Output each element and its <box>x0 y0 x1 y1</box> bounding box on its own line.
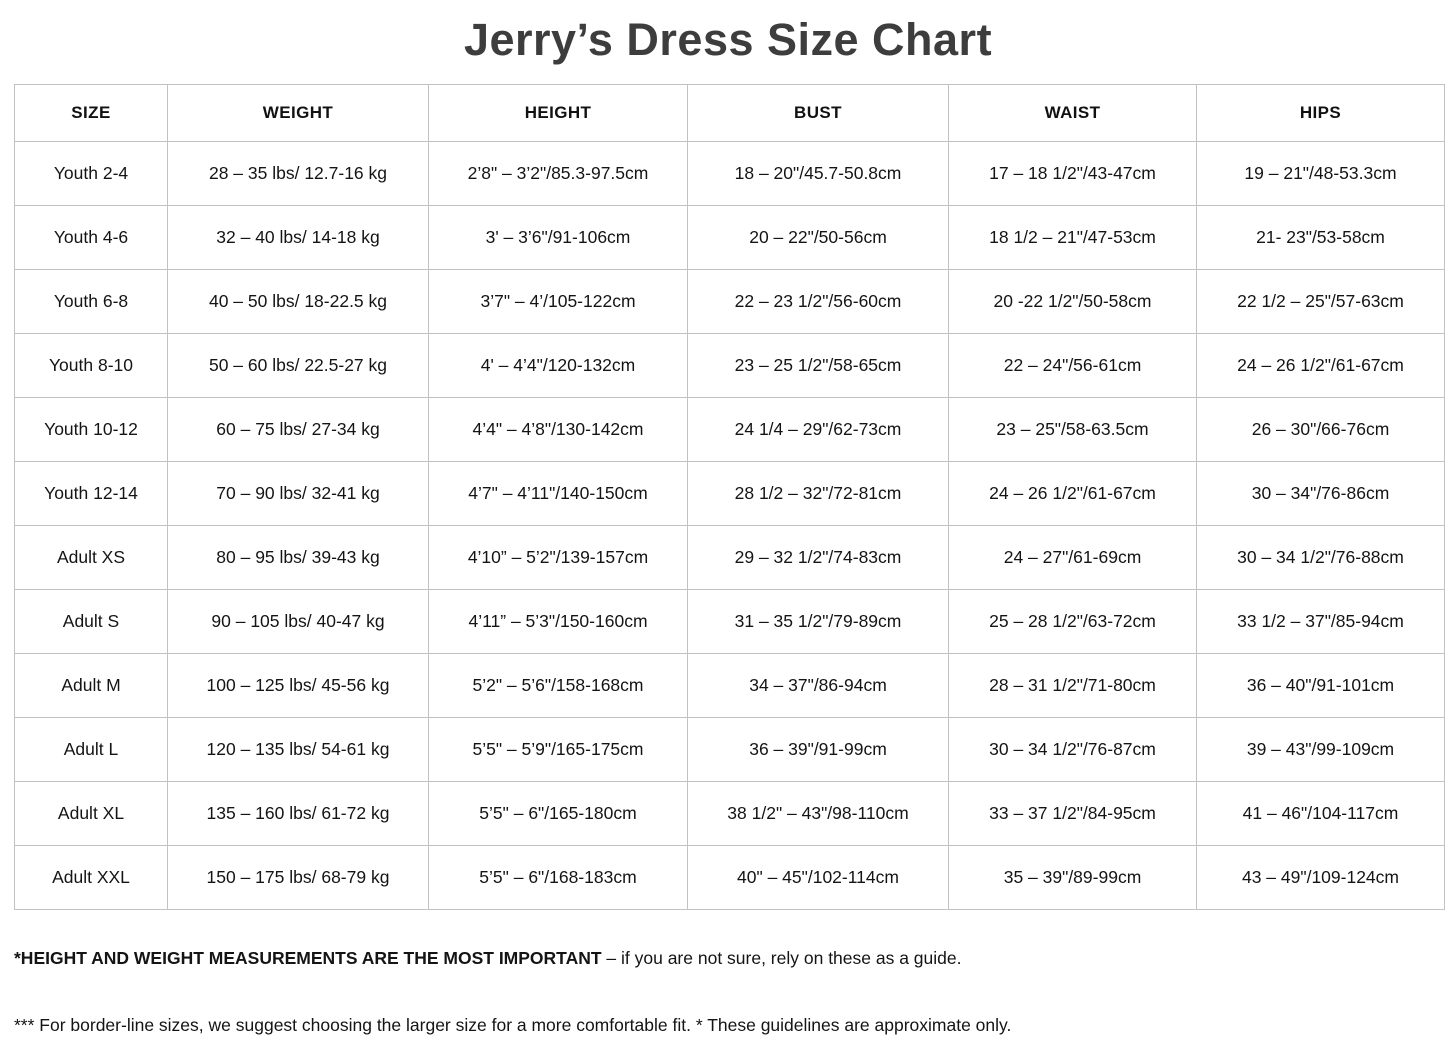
bust-cell: 36 – 39"/91-99cm <box>687 717 949 782</box>
weight-cell: 32 – 40 lbs/ 14-18 kg <box>167 205 429 270</box>
height-cell: 3’7" – 4’/105-122cm <box>428 269 688 334</box>
column-header-weight: WEIGHT <box>167 84 429 142</box>
bust-cell: 20 – 22"/50-56cm <box>687 205 949 270</box>
table-header-row: SIZE WEIGHT HEIGHT BUST WAIST HIPS <box>14 84 1445 142</box>
weight-cell: 100 – 125 lbs/ 45-56 kg <box>167 653 429 718</box>
table-row: Adult L 120 – 135 lbs/ 54-61 kg 5’5" – 5… <box>14 717 1445 782</box>
size-cell: Adult XXL <box>14 845 168 910</box>
height-cell: 5’5" – 6"/165-180cm <box>428 781 688 846</box>
column-header-waist: WAIST <box>948 84 1197 142</box>
hips-cell: 22 1/2 – 25"/57-63cm <box>1196 269 1445 334</box>
height-cell: 4’7" – 4’11"/140-150cm <box>428 461 688 526</box>
size-chart-table: SIZE WEIGHT HEIGHT BUST WAIST HIPS Youth… <box>14 84 1445 910</box>
table-row: Adult XL 135 – 160 lbs/ 61-72 kg 5’5" – … <box>14 781 1445 846</box>
waist-cell: 18 1/2 – 21"/47-53cm <box>948 205 1197 270</box>
waist-cell: 24 – 27"/61-69cm <box>948 525 1197 590</box>
height-cell: 5’5" – 5’9"/165-175cm <box>428 717 688 782</box>
hips-cell: 26 – 30"/66-76cm <box>1196 397 1445 462</box>
hips-cell: 19 – 21"/48-53.3cm <box>1196 141 1445 206</box>
hips-cell: 36 – 40"/91-101cm <box>1196 653 1445 718</box>
column-header-height: HEIGHT <box>428 84 688 142</box>
weight-cell: 28 – 35 lbs/ 12.7-16 kg <box>167 141 429 206</box>
weight-cell: 80 – 95 lbs/ 39-43 kg <box>167 525 429 590</box>
column-header-bust: BUST <box>687 84 949 142</box>
hips-cell: 39 – 43"/99-109cm <box>1196 717 1445 782</box>
bust-cell: 29 – 32 1/2"/74-83cm <box>687 525 949 590</box>
hips-cell: 24 – 26 1/2"/61-67cm <box>1196 333 1445 398</box>
waist-cell: 17 – 18 1/2"/43-47cm <box>948 141 1197 206</box>
table-row: Youth 12-14 70 – 90 lbs/ 32-41 kg 4’7" –… <box>14 461 1445 526</box>
height-cell: 4’10” – 5’2"/139-157cm <box>428 525 688 590</box>
table-row: Adult M 100 – 125 lbs/ 45-56 kg 5’2" – 5… <box>14 653 1445 718</box>
size-cell: Adult XL <box>14 781 168 846</box>
weight-cell: 50 – 60 lbs/ 22.5-27 kg <box>167 333 429 398</box>
footnote-borderline-sizes: *** For border-line sizes, we suggest ch… <box>14 1015 1012 1035</box>
table-row: Adult XS 80 – 95 lbs/ 39-43 kg 4’10” – 5… <box>14 525 1445 590</box>
height-cell: 3' – 3’6"/91-106cm <box>428 205 688 270</box>
table-row: Adult XXL 150 – 175 lbs/ 68-79 kg 5’5" –… <box>14 845 1445 910</box>
footnotes: *HEIGHT AND WEIGHT MEASUREMENTS ARE THE … <box>14 910 1442 1036</box>
weight-cell: 150 – 175 lbs/ 68-79 kg <box>167 845 429 910</box>
hips-cell: 21- 23"/53-58cm <box>1196 205 1445 270</box>
footnote-regular-text: – if you are not sure, rely on these as … <box>601 948 962 968</box>
footnote-height-weight: *HEIGHT AND WEIGHT MEASUREMENTS ARE THE … <box>14 948 1442 969</box>
height-cell: 5’5" – 6"/168-183cm <box>428 845 688 910</box>
bust-cell: 40" – 45"/102-114cm <box>687 845 949 910</box>
table-row: Youth 8-10 50 – 60 lbs/ 22.5-27 kg 4' – … <box>14 333 1445 398</box>
bust-cell: 23 – 25 1/2"/58-65cm <box>687 333 949 398</box>
height-cell: 4’11” – 5’3"/150-160cm <box>428 589 688 654</box>
height-cell: 2’8" – 3’2"/85.3-97.5cm <box>428 141 688 206</box>
column-header-hips: HIPS <box>1196 84 1445 142</box>
hips-cell: 33 1/2 – 37"/85-94cm <box>1196 589 1445 654</box>
waist-cell: 22 – 24"/56-61cm <box>948 333 1197 398</box>
hips-cell: 30 – 34 1/2"/76-88cm <box>1196 525 1445 590</box>
bust-cell: 24 1/4 – 29"/62-73cm <box>687 397 949 462</box>
size-cell: Youth 4-6 <box>14 205 168 270</box>
size-cell: Youth 12-14 <box>14 461 168 526</box>
bust-cell: 18 – 20"/45.7-50.8cm <box>687 141 949 206</box>
table-row: Youth 4-6 32 – 40 lbs/ 14-18 kg 3' – 3’6… <box>14 205 1445 270</box>
bust-cell: 22 – 23 1/2"/56-60cm <box>687 269 949 334</box>
bust-cell: 28 1/2 – 32"/72-81cm <box>687 461 949 526</box>
waist-cell: 30 – 34 1/2"/76-87cm <box>948 717 1197 782</box>
waist-cell: 28 – 31 1/2"/71-80cm <box>948 653 1197 718</box>
table-row: Youth 2-4 28 – 35 lbs/ 12.7-16 kg 2’8" –… <box>14 141 1445 206</box>
waist-cell: 20 -22 1/2"/50-58cm <box>948 269 1197 334</box>
size-cell: Adult XS <box>14 525 168 590</box>
table-row: Youth 10-12 60 – 75 lbs/ 27-34 kg 4’4" –… <box>14 397 1445 462</box>
waist-cell: 23 – 25"/58-63.5cm <box>948 397 1197 462</box>
height-cell: 4' – 4’4"/120-132cm <box>428 333 688 398</box>
bust-cell: 31 – 35 1/2"/79-89cm <box>687 589 949 654</box>
hips-cell: 43 – 49"/109-124cm <box>1196 845 1445 910</box>
weight-cell: 135 – 160 lbs/ 61-72 kg <box>167 781 429 846</box>
waist-cell: 35 – 39"/89-99cm <box>948 845 1197 910</box>
weight-cell: 60 – 75 lbs/ 27-34 kg <box>167 397 429 462</box>
weight-cell: 70 – 90 lbs/ 32-41 kg <box>167 461 429 526</box>
size-cell: Adult M <box>14 653 168 718</box>
page-title: Jerry’s Dress Size Chart <box>463 14 993 65</box>
height-cell: 5’2" – 5’6"/158-168cm <box>428 653 688 718</box>
height-cell: 4’4" – 4’8"/130-142cm <box>428 397 688 462</box>
footnote-bold-text: *HEIGHT AND WEIGHT MEASUREMENTS ARE THE … <box>14 948 602 968</box>
column-header-size: SIZE <box>14 84 168 142</box>
weight-cell: 120 – 135 lbs/ 54-61 kg <box>167 717 429 782</box>
weight-cell: 90 – 105 lbs/ 40-47 kg <box>167 589 429 654</box>
bust-cell: 38 1/2" – 43"/98-110cm <box>687 781 949 846</box>
hips-cell: 30 – 34"/76-86cm <box>1196 461 1445 526</box>
waist-cell: 24 – 26 1/2"/61-67cm <box>948 461 1197 526</box>
waist-cell: 33 – 37 1/2"/84-95cm <box>948 781 1197 846</box>
table-row: Adult S 90 – 105 lbs/ 40-47 kg 4’11” – 5… <box>14 589 1445 654</box>
weight-cell: 40 – 50 lbs/ 18-22.5 kg <box>167 269 429 334</box>
size-cell: Youth 8-10 <box>14 333 168 398</box>
bust-cell: 34 – 37"/86-94cm <box>687 653 949 718</box>
size-cell: Youth 10-12 <box>14 397 168 462</box>
size-cell: Youth 2-4 <box>14 141 168 206</box>
waist-cell: 25 – 28 1/2"/63-72cm <box>948 589 1197 654</box>
size-cell: Adult L <box>14 717 168 782</box>
size-cell: Adult S <box>14 589 168 654</box>
hips-cell: 41 – 46"/104-117cm <box>1196 781 1445 846</box>
size-cell: Youth 6-8 <box>14 269 168 334</box>
table-row: Youth 6-8 40 – 50 lbs/ 18-22.5 kg 3’7" –… <box>14 269 1445 334</box>
